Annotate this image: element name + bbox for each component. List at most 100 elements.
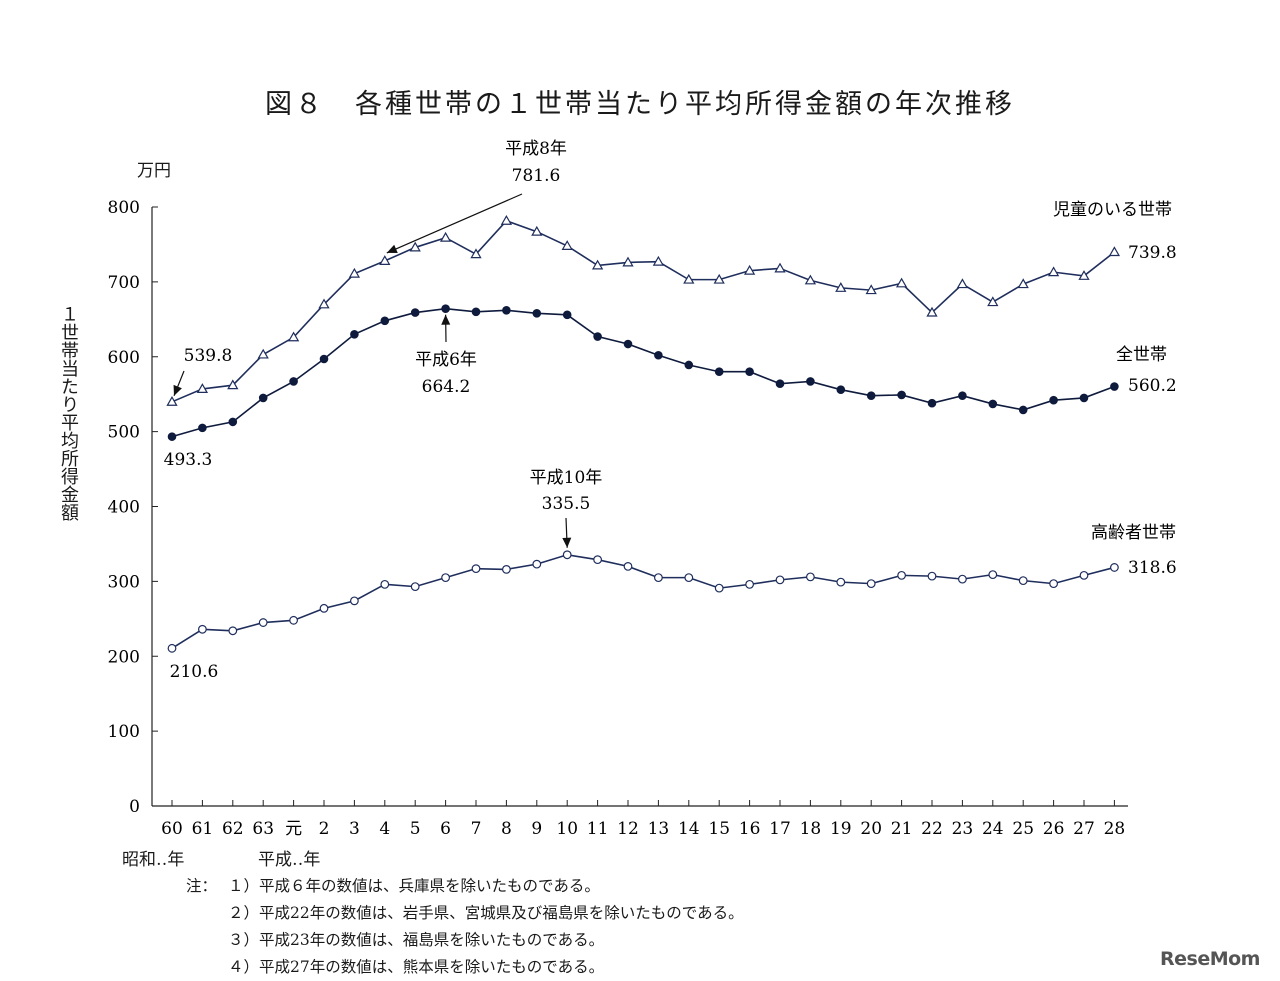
data-point-elderly-household xyxy=(320,605,328,613)
x-tick-label: 10 xyxy=(556,819,578,839)
x-tick-label: 8 xyxy=(501,819,512,839)
data-point-all-households xyxy=(594,333,602,341)
data-point-all-households xyxy=(199,424,207,432)
data-point-elderly-household xyxy=(563,551,571,559)
data-point-elderly-household xyxy=(1080,572,1088,580)
x-tick-label: 27 xyxy=(1073,819,1095,839)
footnote-3: ３）平成23年の数値は、福島県を除いたものである。 xyxy=(228,931,604,949)
series-line-children-household xyxy=(172,221,1114,402)
footnote-head: 注： xyxy=(186,873,228,900)
data-point-all-households xyxy=(685,361,693,369)
data-point-elderly-household xyxy=(442,574,450,582)
data-point-children-household xyxy=(897,279,906,287)
y-tick-label: 500 xyxy=(108,423,140,443)
footnotes: 注：１）平成６年の数値は、兵庫県を除いたものである。 ２）平成22年の数値は、岩… xyxy=(186,873,744,981)
data-point-elderly-household xyxy=(989,571,997,579)
data-point-all-households xyxy=(1111,383,1119,391)
y-tick-label: 600 xyxy=(108,348,140,368)
data-point-all-households xyxy=(381,317,389,325)
x-tick-label: 17 xyxy=(769,819,791,839)
data-label: 781.6 xyxy=(512,166,561,186)
y-tick-label: 0 xyxy=(129,797,140,817)
data-point-elderly-household xyxy=(959,575,967,583)
data-point-all-households xyxy=(746,368,754,376)
x-tick-label: 3 xyxy=(349,819,360,839)
footnote-row: ３）平成23年の数値は、福島県を除いたものである。 xyxy=(186,927,744,954)
data-point-elderly-household xyxy=(503,566,511,574)
x-tick-label: 26 xyxy=(1043,819,1065,839)
data-point-all-households xyxy=(290,378,298,386)
data-point-all-households xyxy=(229,418,237,426)
data-point-all-households xyxy=(563,311,571,319)
x-tick-label: 6 xyxy=(440,819,451,839)
x-tick-label: 元 xyxy=(285,819,302,839)
data-point-elderly-household xyxy=(807,573,815,581)
data-point-elderly-household xyxy=(685,574,693,582)
y-tick-label: 700 xyxy=(108,273,140,293)
data-point-all-households xyxy=(1080,394,1088,402)
x-tick-label: 23 xyxy=(952,819,974,839)
x-tick-label: 25 xyxy=(1012,819,1034,839)
data-point-elderly-household xyxy=(290,617,298,625)
data-point-all-households xyxy=(928,399,936,407)
footnote-1: １）平成６年の数値は、兵庫県を除いたものである。 xyxy=(228,877,600,895)
series-line-elderly-household xyxy=(172,555,1114,649)
footnote-row: ４）平成27年の数値は、熊本県を除いたものである。 xyxy=(186,954,744,981)
data-point-all-households xyxy=(1050,396,1058,404)
x-era-label-showa: 昭和‥年 xyxy=(122,845,184,870)
x-tick-label: 60 xyxy=(161,819,183,839)
series-name-children-household: 児童のいる世帯 xyxy=(1053,200,1172,220)
x-tick-label: 16 xyxy=(739,819,761,839)
data-point-children-household xyxy=(502,216,511,224)
x-tick-label: 20 xyxy=(860,819,882,839)
data-point-elderly-household xyxy=(1019,577,1027,585)
data-point-all-households xyxy=(320,355,328,363)
data-point-elderly-household xyxy=(1050,580,1058,588)
data-point-elderly-household xyxy=(229,627,237,635)
data-point-all-households xyxy=(715,368,723,376)
x-tick-label: 22 xyxy=(921,819,943,839)
data-point-elderly-household xyxy=(351,597,359,605)
data-point-all-households xyxy=(1019,406,1027,414)
data-point-elderly-household xyxy=(898,572,906,580)
data-label: 560.2 xyxy=(1128,376,1177,396)
data-point-all-households xyxy=(168,433,176,441)
data-point-all-households xyxy=(259,394,267,402)
y-tick-label: 200 xyxy=(108,647,140,667)
x-tick-label: 28 xyxy=(1104,819,1126,839)
data-point-all-households xyxy=(624,340,632,348)
data-point-elderly-household xyxy=(381,581,389,589)
data-point-all-households xyxy=(533,310,541,318)
annotation-arrow-head xyxy=(441,315,450,325)
data-point-children-household xyxy=(563,241,572,249)
data-point-elderly-household xyxy=(472,565,480,573)
data-point-all-households xyxy=(351,330,359,338)
annotation-arrow-head xyxy=(562,538,571,548)
data-label: 739.8 xyxy=(1128,243,1177,263)
x-tick-label: 2 xyxy=(319,819,330,839)
data-point-all-households xyxy=(655,351,663,359)
data-point-all-households xyxy=(503,307,511,315)
x-tick-label: 12 xyxy=(617,819,639,839)
data-point-elderly-household xyxy=(746,581,754,589)
x-tick-label: 13 xyxy=(648,819,670,839)
x-tick-label: 21 xyxy=(891,819,913,839)
data-point-elderly-household xyxy=(776,576,784,584)
data-point-elderly-household xyxy=(624,563,632,571)
series-name-elderly-household: 高齢者世帯 xyxy=(1091,523,1176,543)
data-label: 210.6 xyxy=(170,662,219,682)
data-point-elderly-household xyxy=(715,584,723,592)
x-tick-label: 24 xyxy=(982,819,1004,839)
x-era-label-heisei: 平成‥年 xyxy=(258,845,320,870)
x-tick-label: 18 xyxy=(800,819,822,839)
data-point-elderly-household xyxy=(199,625,207,633)
data-label: 平成6年 xyxy=(415,350,477,370)
x-tick-label: 62 xyxy=(222,819,244,839)
x-tick-label: 7 xyxy=(471,819,482,839)
data-point-children-household xyxy=(1049,268,1058,276)
x-tick-label: 19 xyxy=(830,819,852,839)
footnote-4: ４）平成27年の数値は、熊本県を除いたものである。 xyxy=(228,958,604,976)
x-tick-label: 4 xyxy=(379,819,390,839)
y-tick-label: 800 xyxy=(108,198,140,218)
